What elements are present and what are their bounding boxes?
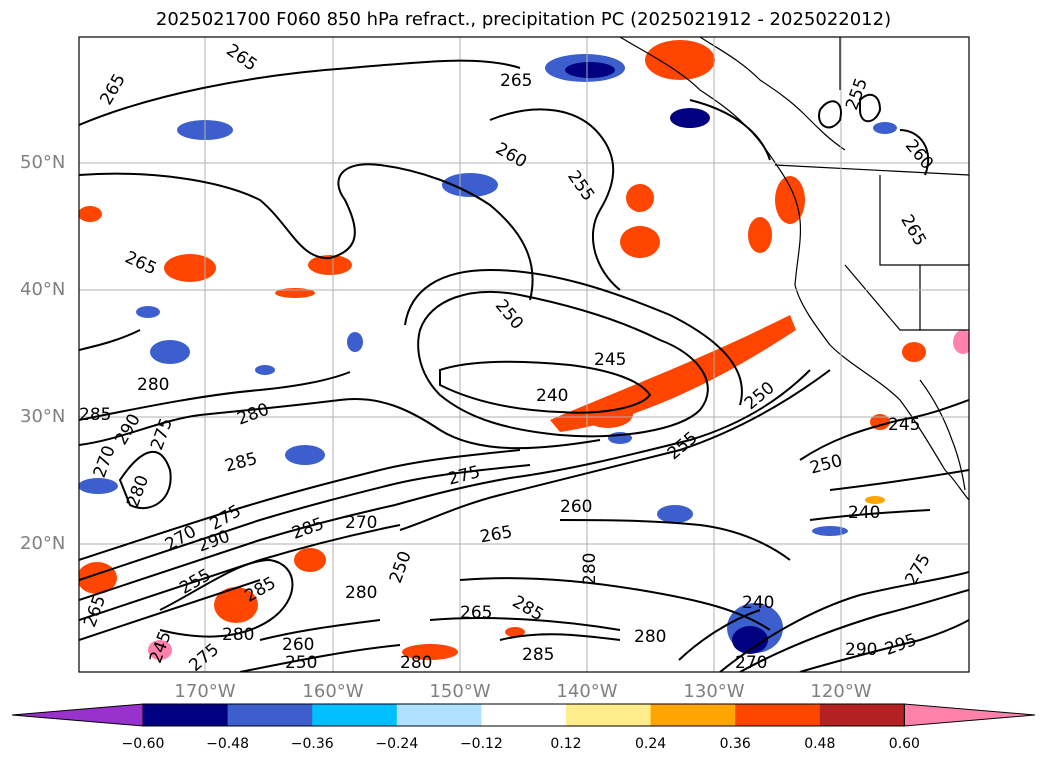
- lon-label: 140°W: [556, 681, 618, 702]
- contour-label: 280: [580, 553, 600, 585]
- contour-label: 280: [137, 375, 169, 395]
- colorbar-frame: [142, 703, 905, 727]
- contour-label: 260: [560, 497, 592, 517]
- colorbar-segment: [312, 704, 398, 726]
- contour-label: 280: [345, 583, 377, 603]
- contour-label: 265: [460, 603, 492, 623]
- refractivity-contours: [79, 59, 969, 672]
- colorbar-tick-label: 0.36: [719, 736, 751, 752]
- contour-label: 240: [742, 593, 774, 613]
- weather-map: 265 265 265 260 255 255 260 265 265 250 …: [78, 36, 970, 673]
- contour-label: 285: [522, 645, 554, 665]
- colorbar-tick-label: 0.60: [888, 736, 920, 752]
- contour-label: 280: [400, 653, 432, 673]
- contour-label: 290: [845, 640, 877, 660]
- colorbar-extend-low: [11, 703, 144, 727]
- colorbar-tick-label: −0.60: [121, 736, 165, 752]
- colorbar: [11, 703, 1036, 727]
- graticule: [79, 37, 969, 672]
- lat-label: 30°N: [20, 406, 66, 427]
- colorbar-tick-label: 0.24: [635, 736, 667, 752]
- precip-positive-shading: [79, 40, 969, 660]
- colorbar-segment: [227, 704, 313, 726]
- lat-label: 40°N: [20, 279, 66, 300]
- contour-label: 260: [282, 635, 314, 655]
- colorbar-segment: [566, 704, 652, 726]
- colorbar-segment: [650, 704, 736, 726]
- contour-label: 245: [888, 415, 920, 435]
- colorbar-segment: [396, 704, 482, 726]
- coastlines: [619, 37, 969, 501]
- lat-label: 20°N: [20, 533, 66, 554]
- map-title: 2025021700 F060 850 hPa refract., precip…: [155, 9, 892, 30]
- contour-label: 270: [345, 513, 377, 533]
- lat-label: 50°N: [20, 152, 66, 173]
- colorbar-segment: [819, 704, 905, 726]
- lon-label: 120°W: [810, 681, 872, 702]
- colorbar-tick-label: −0.12: [459, 736, 503, 752]
- contour-label: 280: [634, 627, 666, 647]
- contour-label: 280: [222, 625, 254, 645]
- colorbar-tick-label: 0.48: [804, 736, 836, 752]
- colorbar-segment: [143, 704, 229, 726]
- lon-label: 160°W: [302, 681, 364, 702]
- colorbar-tick-label: −0.24: [375, 736, 419, 752]
- contour-label: 245: [594, 350, 626, 370]
- lon-label: 150°W: [429, 681, 491, 702]
- contour-label: 250: [285, 653, 317, 673]
- colorbar-tick-label: −0.36: [290, 736, 334, 752]
- colorbar-segment: [481, 704, 567, 726]
- contour-label: 285: [79, 405, 111, 425]
- colorbar-segment: [735, 704, 821, 726]
- contour-label: 240: [536, 386, 568, 406]
- map-frame: [78, 36, 970, 673]
- lon-label: 170°W: [174, 681, 236, 702]
- colorbar-extend-high: [903, 703, 1036, 727]
- lon-label: 130°W: [683, 681, 745, 702]
- colorbar-tick-label: −0.48: [206, 736, 250, 752]
- contour-label: 265: [500, 71, 532, 91]
- contour-label: 270: [735, 653, 767, 673]
- precip-negative-shading: [79, 54, 897, 654]
- colorbar-tick-label: 0.12: [550, 736, 582, 752]
- contour-label: 240: [848, 503, 880, 523]
